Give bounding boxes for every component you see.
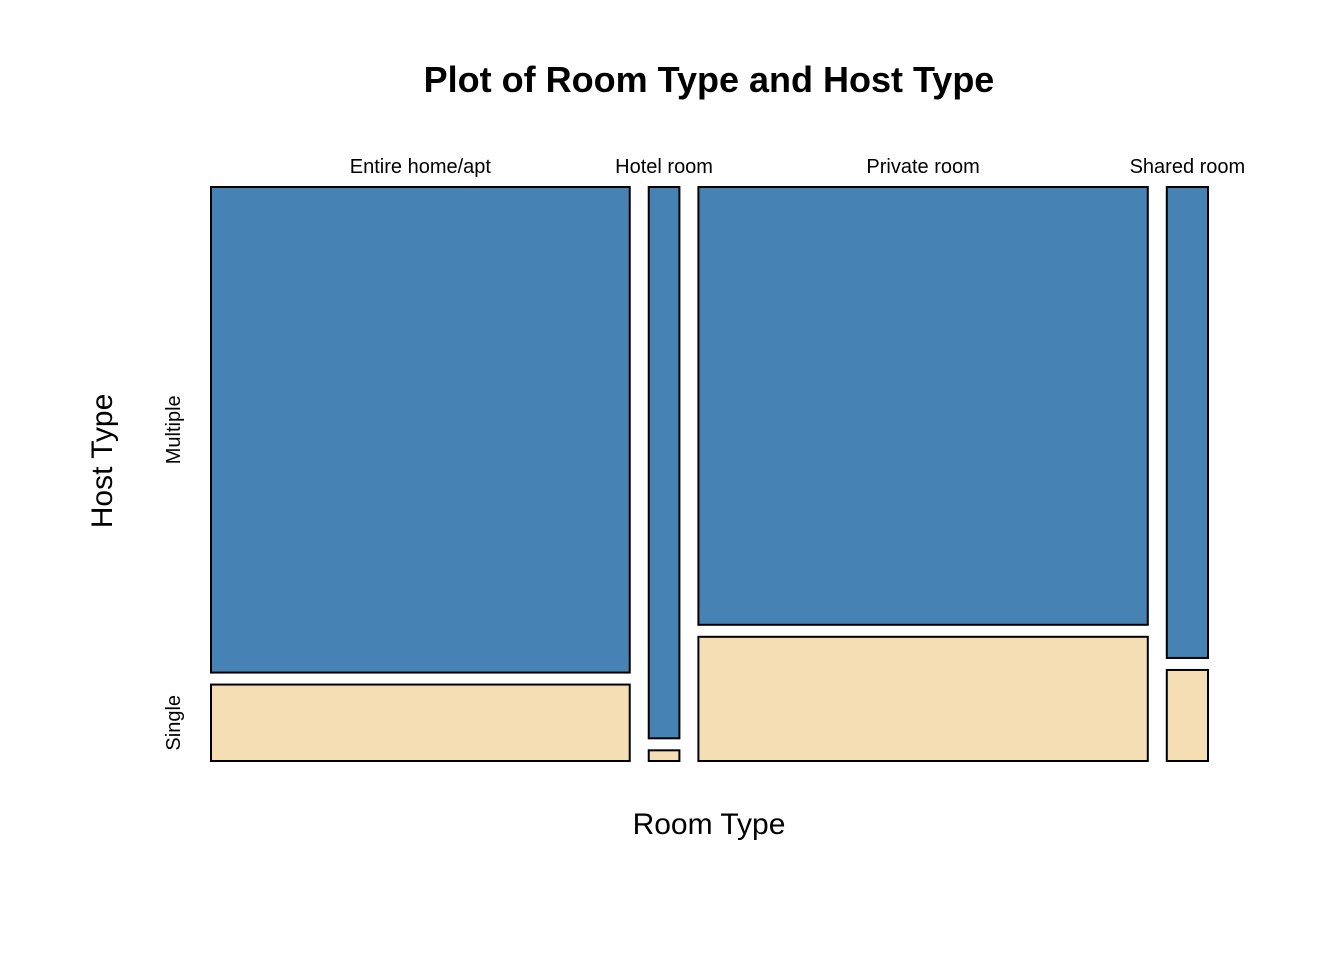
x-tick-entire-home-apt: Entire home/apt bbox=[350, 156, 492, 178]
x-tick-shared-room: Shared room bbox=[1130, 156, 1246, 178]
x-tick-labels: Entire home/apt Hotel room Private room Sha… bbox=[350, 156, 1245, 178]
chart-title: Plot of Room Type and Host Type bbox=[424, 59, 995, 100]
tile-entire-home-apt-multiple bbox=[210, 186, 631, 674]
tile-shared-room-multiple bbox=[1165, 186, 1209, 659]
tile-hotel-room-single bbox=[647, 749, 681, 763]
tile-private-room-multiple bbox=[697, 186, 1149, 626]
tile-entire-home-apt-single bbox=[210, 683, 631, 762]
x-tick-private-room: Private room bbox=[866, 156, 979, 178]
tile-shared-room-single bbox=[1165, 668, 1209, 762]
y-tick-multiple: Multiple bbox=[163, 395, 185, 464]
x-axis-label: Room Type bbox=[633, 808, 786, 841]
mosaic-tiles bbox=[210, 186, 1209, 763]
y-tick-labels: Single Multiple bbox=[163, 395, 185, 750]
y-tick-single: Single bbox=[163, 695, 185, 751]
y-axis-label: Host Type bbox=[86, 394, 119, 529]
tile-hotel-room-multiple bbox=[647, 186, 681, 740]
x-tick-hotel-room: Hotel room bbox=[615, 156, 713, 178]
tile-private-room-single bbox=[697, 635, 1149, 762]
